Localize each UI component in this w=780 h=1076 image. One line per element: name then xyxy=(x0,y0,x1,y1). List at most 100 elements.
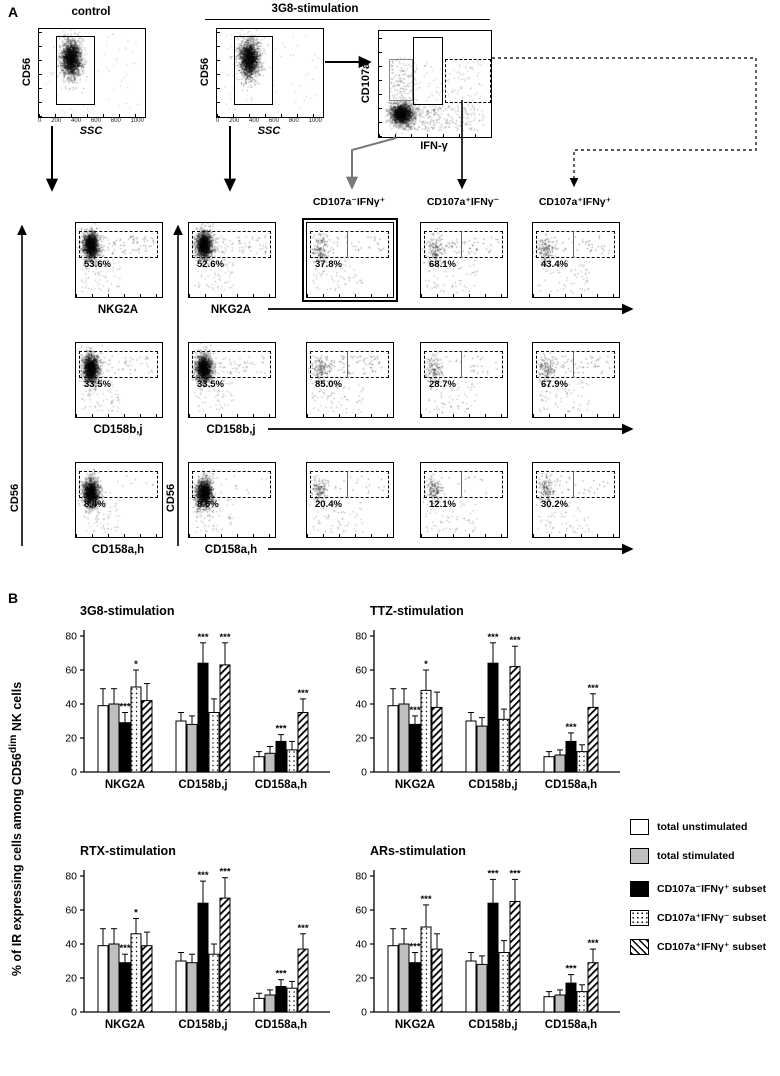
flow-plot-CD158a,h-col2: 20.4% xyxy=(306,462,394,538)
legend-swatch-dots xyxy=(630,909,649,926)
svg-text:NKG2A: NKG2A xyxy=(105,1019,145,1031)
chart-title: 3G8-stimulation xyxy=(80,604,175,618)
marker-label-NKG2A: NKG2A xyxy=(210,304,252,316)
y-axis-ticks xyxy=(217,29,220,117)
legend-swatch-gray xyxy=(630,847,649,864)
svg-text:***: *** xyxy=(119,943,130,954)
tick: 800 xyxy=(288,118,299,124)
x-axis-ticks xyxy=(421,294,507,297)
marker-label-CD158b,j: CD158b,j xyxy=(206,424,256,436)
x-axis-ticks xyxy=(533,294,619,297)
svg-text:80: 80 xyxy=(65,871,77,883)
bar-chart-svg: 0 20 40 60 80 NKG2A *** *** CD158b,j *** *** CD158a… xyxy=(355,868,620,1031)
legend-swatch-white xyxy=(630,818,649,835)
gate-split-line xyxy=(573,351,574,378)
flow-plot-CD158a,h-col3: 12.1% xyxy=(420,462,508,538)
svg-text:NKG2A: NKG2A xyxy=(105,779,145,791)
scatter-dots xyxy=(189,223,275,297)
scatter-dots xyxy=(533,463,619,537)
marker-positive-gate xyxy=(192,351,271,378)
legend-item: CD107a⁺IFNγ⁺ subset xyxy=(630,936,780,957)
svg-text:80: 80 xyxy=(355,871,367,883)
flow-plot-NKG2A-col0: 53.6% xyxy=(75,222,163,298)
legend-label: CD107a⁻IFNγ⁺ subset xyxy=(657,882,767,895)
svg-text:*: * xyxy=(134,908,138,919)
legend-label: total stimulated xyxy=(657,849,735,862)
svg-text:***: *** xyxy=(297,923,308,934)
scatter-dots xyxy=(379,31,491,137)
bar-chart-ars: ARs-stimulation 0 20 40 60 80 NKG2A *** *** CD15… xyxy=(344,844,636,1043)
flow-plot-CD158b,j-col3: 28.7% xyxy=(420,342,508,418)
tick: 600 xyxy=(90,118,101,124)
svg-text:***: *** xyxy=(565,964,576,975)
gate-split-line xyxy=(461,471,462,498)
svg-text:20: 20 xyxy=(355,973,367,985)
gate-percentage: 8.6% xyxy=(197,499,219,510)
flow-plot-stim-cd56-ssc xyxy=(216,28,324,118)
chart-plot-area: 0 20 40 60 80 NKG2A *** * CD158b,j *** *** CD158a,h… xyxy=(344,620,636,803)
svg-text:***: *** xyxy=(487,632,498,643)
gate-percentage: 8.4% xyxy=(84,499,106,510)
scatter-dots xyxy=(421,343,507,417)
svg-text:20: 20 xyxy=(355,733,367,745)
x-axis-ticks xyxy=(76,294,162,297)
cd56-axis-label: CD56 xyxy=(165,483,177,513)
x-axis-ticks xyxy=(189,294,275,297)
gate-split-line xyxy=(461,351,462,378)
ssc-axis-label: SSC xyxy=(79,125,103,137)
flow-plot-CD158b,j-col2: 85.0% xyxy=(306,342,394,418)
svg-text:CD158a,h: CD158a,h xyxy=(255,1019,307,1031)
svg-text:***: *** xyxy=(197,632,208,643)
svg-text:40: 40 xyxy=(65,699,77,711)
svg-text:***: *** xyxy=(420,894,431,905)
marker-positive-gate xyxy=(536,231,615,258)
scatter-dots xyxy=(307,223,393,297)
gate-percentage: 67.9% xyxy=(541,379,568,390)
svg-text:0: 0 xyxy=(361,1007,367,1019)
svg-text:60: 60 xyxy=(65,905,77,917)
flow-plot-cd107a-ifng xyxy=(378,30,492,138)
scatter-dots xyxy=(533,223,619,297)
gate-percentage: 33.5% xyxy=(197,379,224,390)
scatter-dots xyxy=(307,463,393,537)
svg-text:***: *** xyxy=(409,705,420,716)
subset-header-cd107apos-ifngpos: CD107a⁺IFNγ⁺ xyxy=(538,196,612,208)
svg-text:CD158b,j: CD158b,j xyxy=(468,779,517,791)
scatter-dots xyxy=(189,463,275,537)
x-axis-ticks xyxy=(189,414,275,417)
svg-text:***: *** xyxy=(409,942,420,953)
legend-item: total stimulated xyxy=(630,845,780,866)
svg-text:CD158a,h: CD158a,h xyxy=(255,779,307,791)
control-title: control xyxy=(71,6,111,18)
svg-text:***: *** xyxy=(587,938,598,949)
panel-b-y-axis-label: % of IR expressing cells among CD56dim N… xyxy=(8,682,24,976)
x-axis-ticks xyxy=(307,534,393,537)
marker-positive-gate xyxy=(536,471,615,498)
gate-split-line xyxy=(347,471,348,498)
scatter-dots xyxy=(76,463,162,537)
svg-text:***: *** xyxy=(219,632,230,643)
x-axis-ticks xyxy=(533,414,619,417)
y-axis-ticks xyxy=(39,29,42,117)
scatter-dots xyxy=(307,343,393,417)
flow-plot-CD158b,j-col4: 67.9% xyxy=(532,342,620,418)
gate-percentage: 43.4% xyxy=(541,259,568,270)
chart-title: TTZ-stimulation xyxy=(370,604,464,618)
legend-label: CD107a⁺IFNγ⁻ subset xyxy=(657,911,767,924)
svg-text:CD158a,h: CD158a,h xyxy=(545,779,597,791)
legend-item: total unstimulated xyxy=(630,816,780,837)
x-axis-ticks xyxy=(217,114,323,117)
legend-item: CD107a⁺IFNγ⁻ subset xyxy=(630,907,780,928)
ssc-tick-labels: 0 200 400 600 800 1000 xyxy=(38,118,144,124)
chart-title: RTX-stimulation xyxy=(80,844,176,858)
y-axis-ticks xyxy=(379,31,382,137)
x-axis-ticks xyxy=(379,134,491,137)
chart-title: ARs-stimulation xyxy=(370,844,466,858)
svg-text:CD158a,h: CD158a,h xyxy=(545,1019,597,1031)
panel-b-label: B xyxy=(8,590,19,606)
stim-title: 3G8-stimulation xyxy=(271,3,359,15)
marker-label-CD158b,j: CD158b,j xyxy=(93,424,143,436)
ssc-axis-label: SSC xyxy=(257,125,281,137)
